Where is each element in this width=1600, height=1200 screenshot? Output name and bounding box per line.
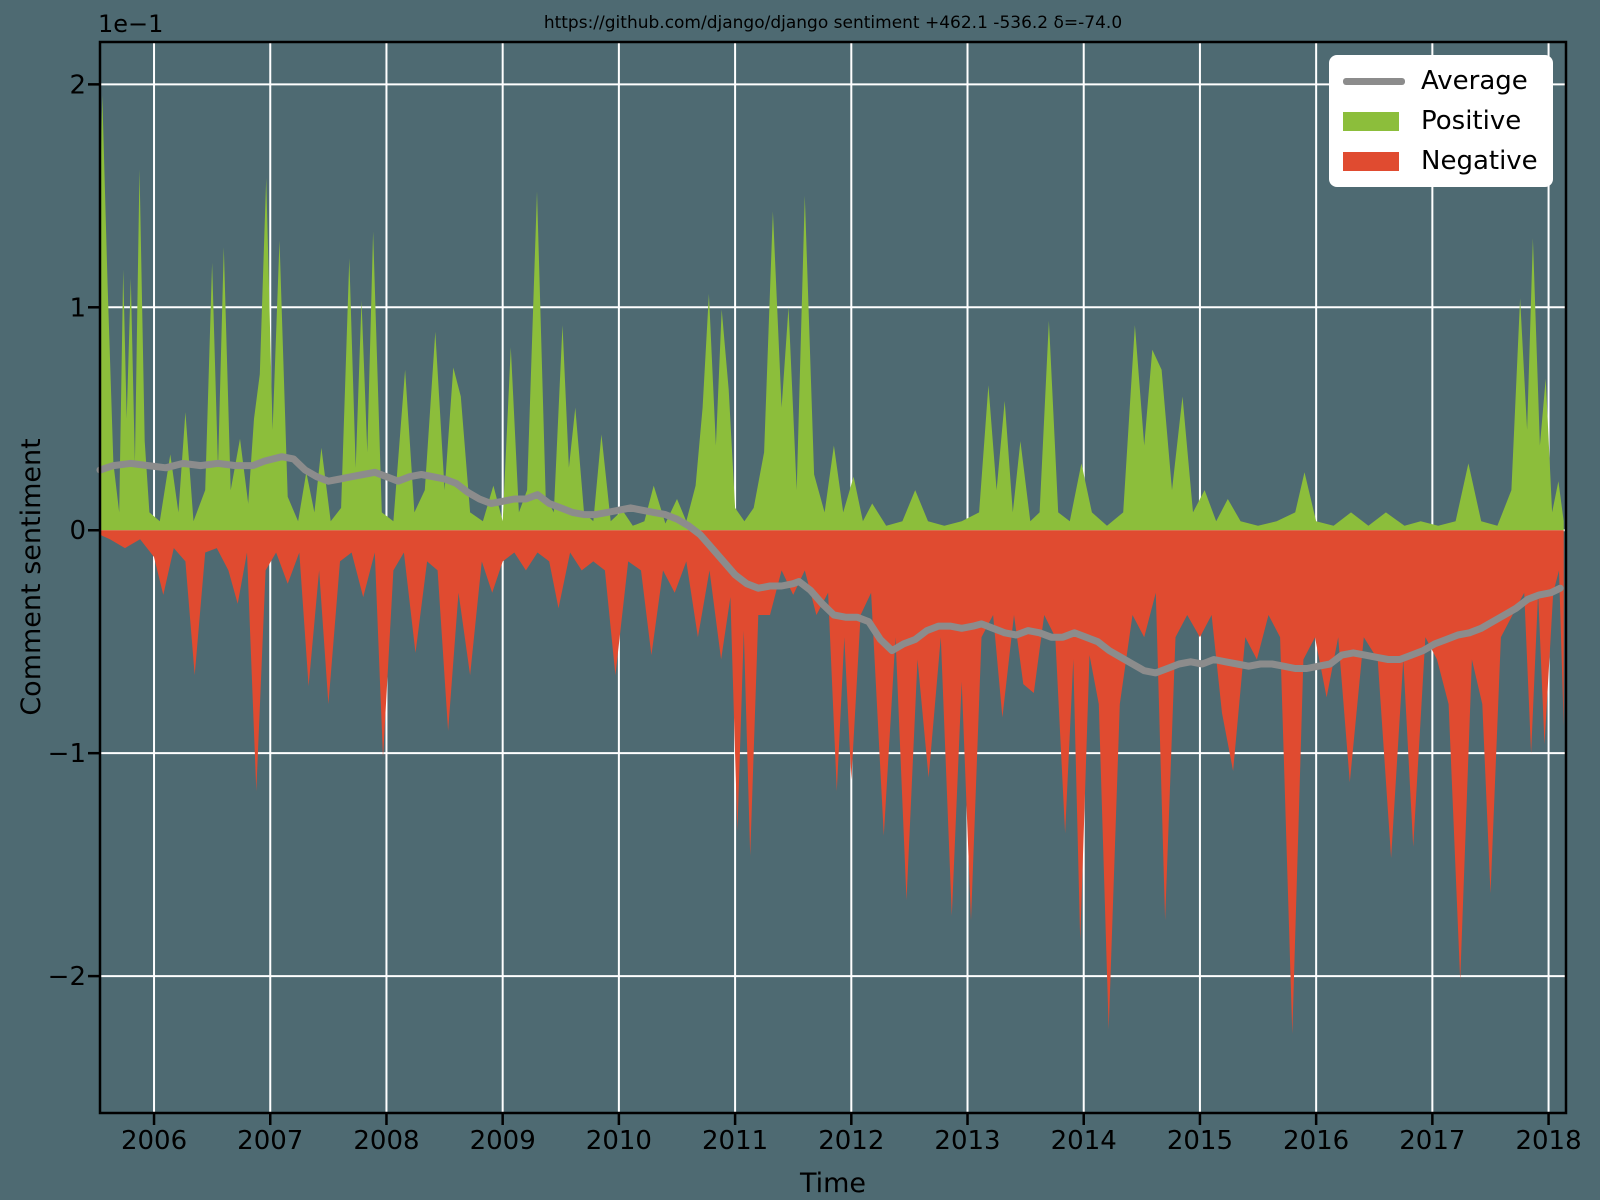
average-line-swatch: [1343, 77, 1405, 85]
tick-labels: 2006 2007 2008 2009 2010 2011 2012 2013 2014 2015…: [48, 70, 1582, 1156]
x-tick-label: 2013: [934, 1126, 1000, 1156]
tick-marks: [88, 83, 1550, 1125]
y-tick-label: 0: [69, 516, 86, 546]
series-fills: [100, 95, 1564, 1035]
positive-patch-swatch: [1343, 111, 1405, 131]
legend-label-negative: Negative: [1421, 146, 1538, 176]
x-tick-label: 2011: [702, 1126, 768, 1156]
y-axis-offset-text: 1e−1: [98, 10, 163, 38]
x-tick-label: 2017: [1399, 1126, 1465, 1156]
x-tick-label: 2014: [1051, 1126, 1117, 1156]
x-tick-label: 2018: [1515, 1126, 1581, 1156]
x-tick-label: 2012: [818, 1126, 884, 1156]
x-tick-label: 2015: [1167, 1126, 1233, 1156]
y-tick-label: −1: [48, 739, 86, 769]
legend-label-average: Average: [1421, 66, 1528, 96]
x-tick-label: 2009: [470, 1126, 536, 1156]
x-tick-label: 2008: [353, 1126, 419, 1156]
negative-patch-swatch: [1343, 151, 1405, 171]
average-line: [96, 453, 1564, 677]
x-tick-label: 2006: [121, 1126, 187, 1156]
legend-label-positive: Positive: [1421, 106, 1522, 136]
y-axis-label: Comment sentiment: [16, 438, 47, 715]
y-tick-label: 2: [69, 70, 86, 100]
x-tick-label: 2016: [1283, 1126, 1349, 1156]
x-tick-label: 2007: [237, 1126, 303, 1156]
x-axis-label: Time: [799, 1168, 866, 1199]
legend: Average Positive Negative: [1329, 55, 1553, 187]
chart-title: https://github.com/django/django sentime…: [544, 13, 1122, 33]
legend-item-average: Average: [1343, 68, 1547, 94]
legend-item-negative: Negative: [1343, 148, 1547, 174]
y-tick-label: −2: [48, 962, 86, 992]
plot-border: [98, 40, 1568, 1115]
x-tick-label: 2010: [586, 1126, 652, 1156]
y-tick-label: 1: [69, 293, 86, 323]
legend-item-positive: Positive: [1343, 108, 1547, 134]
